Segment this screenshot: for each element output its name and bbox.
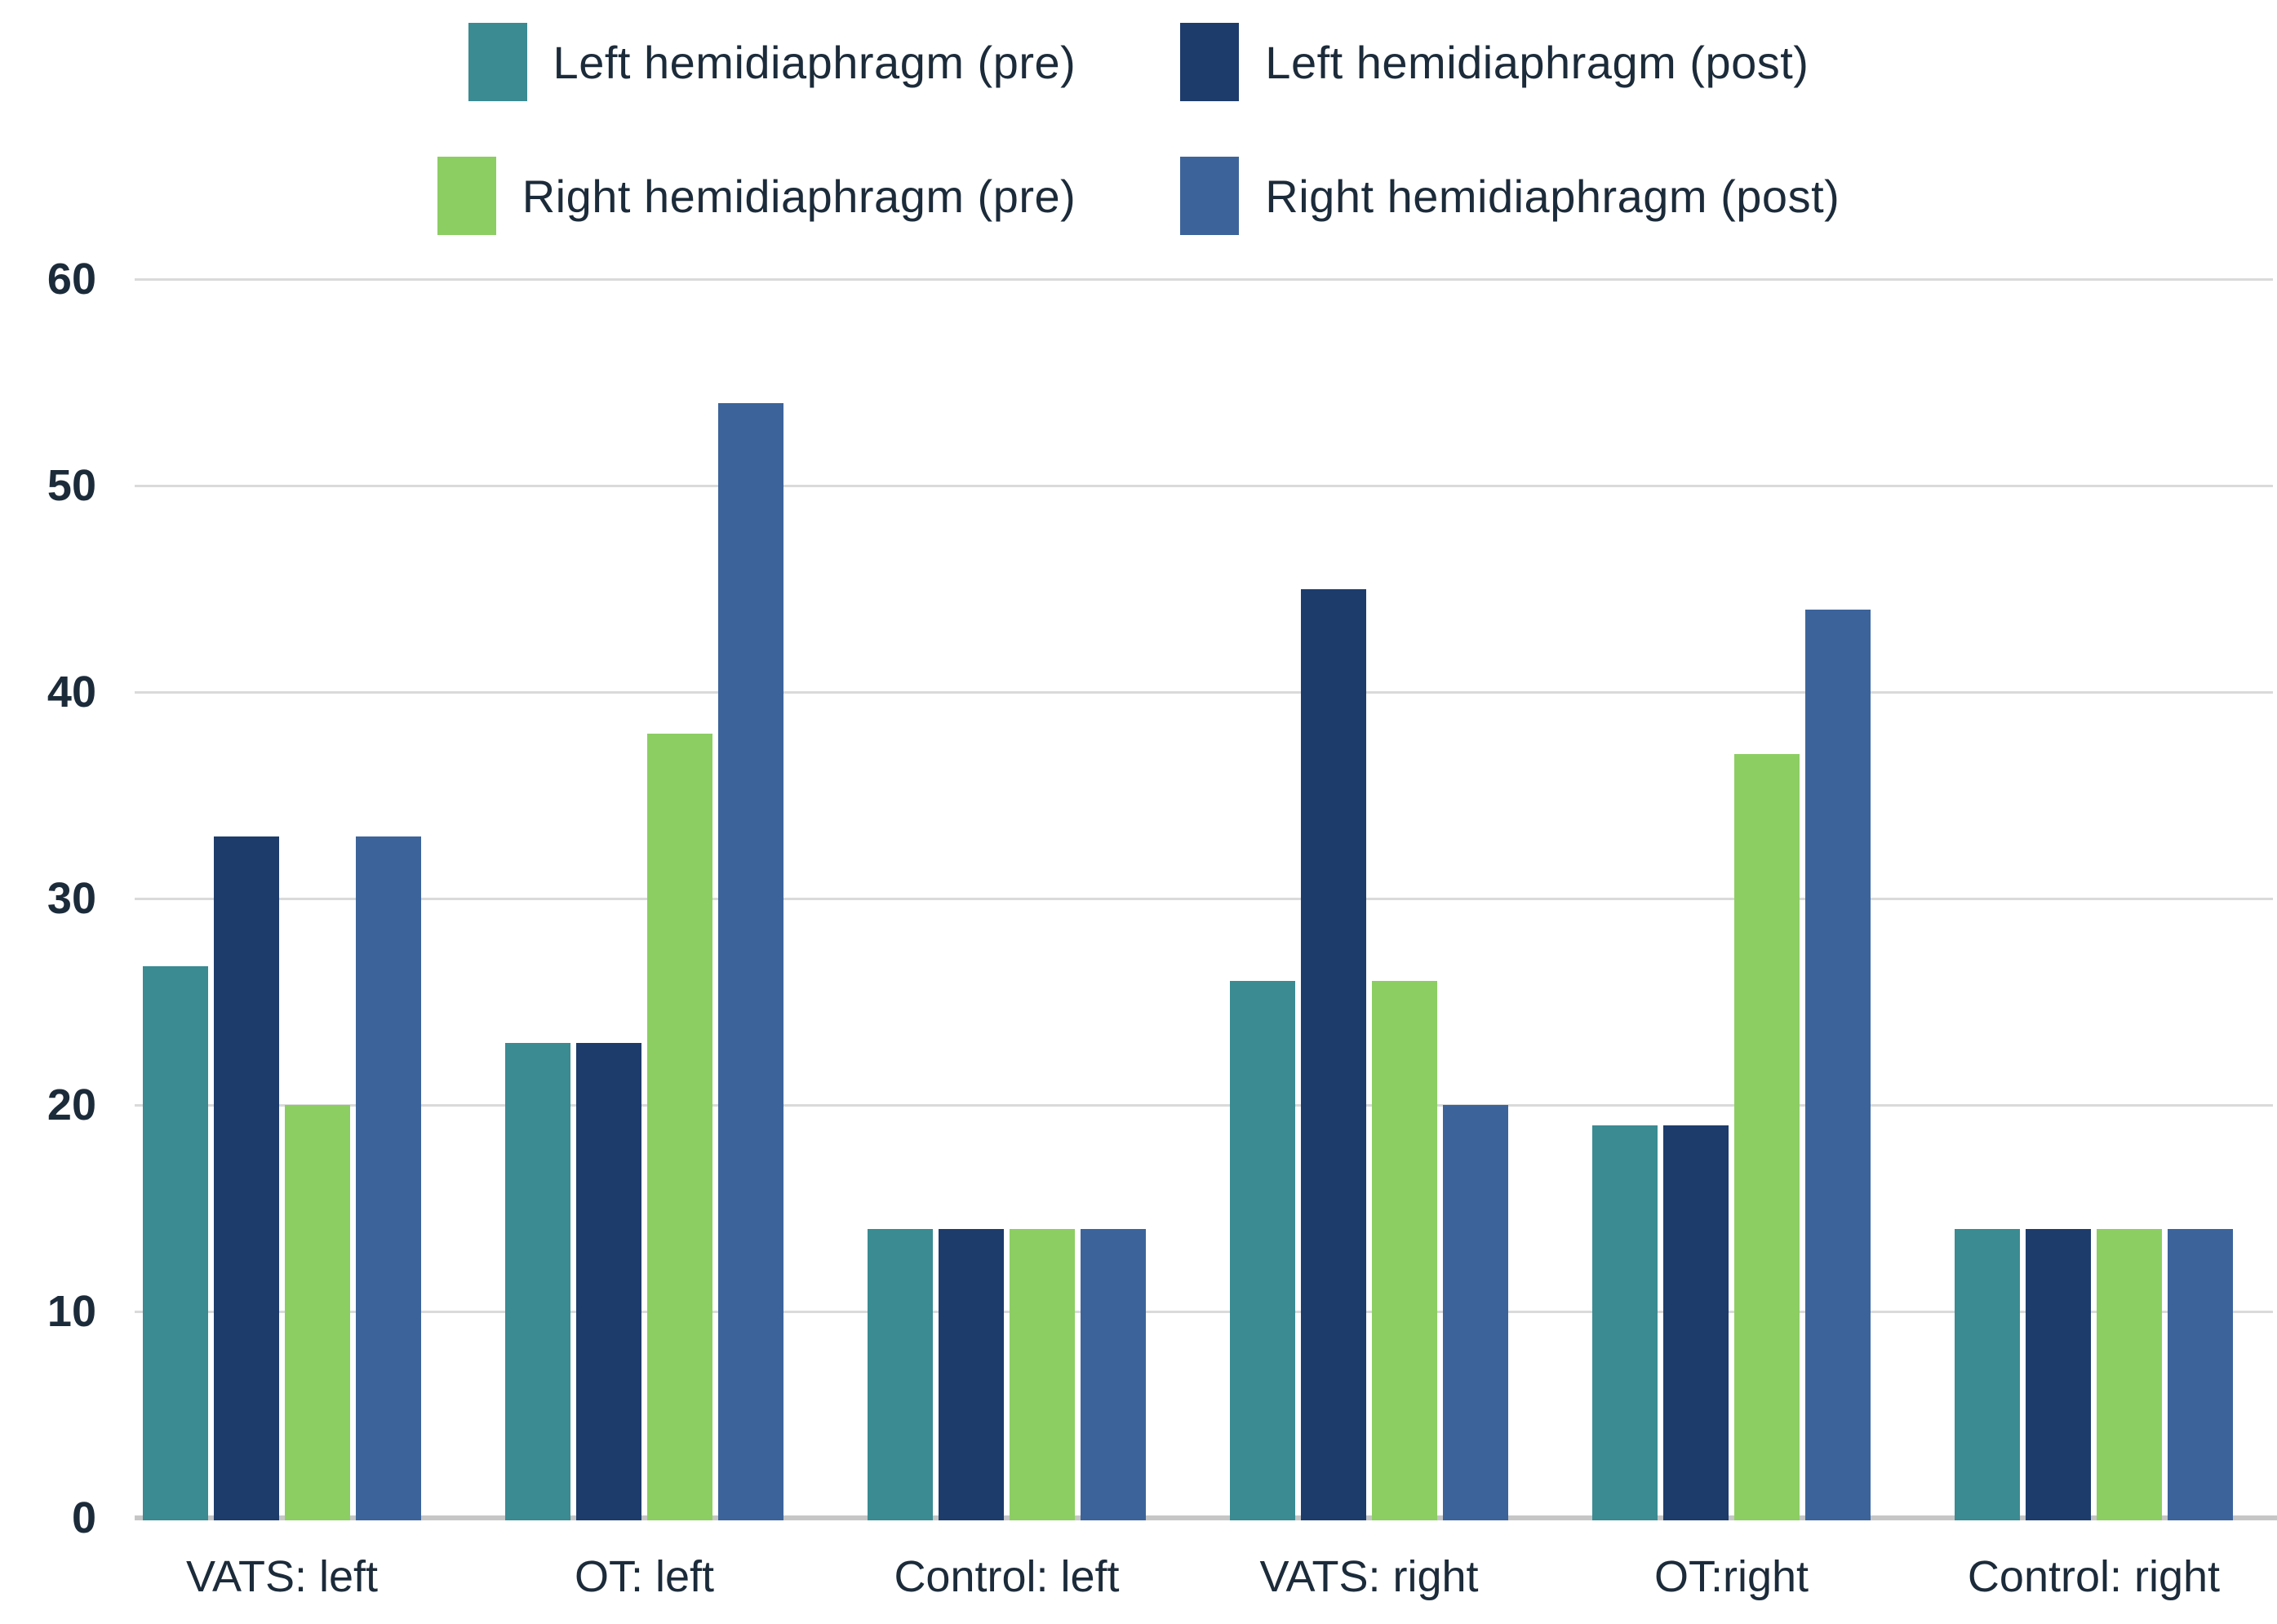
bar (1663, 1125, 1729, 1520)
x-category-label: Control: right (1967, 1552, 2221, 1601)
legend-item: Left hemidiaphragm (pre) (468, 23, 1076, 101)
y-tick-label: 40 (47, 668, 96, 717)
bar (505, 1043, 570, 1520)
bar (718, 402, 783, 1520)
legend-item: Right hemidiaphragm (pre) (437, 157, 1076, 235)
bar (1301, 588, 1366, 1520)
legend-swatch (1180, 157, 1240, 235)
legend-label: Right hemidiaphragm (post) (1265, 170, 1840, 222)
bar (2026, 1228, 2091, 1520)
bar (2097, 1228, 2162, 1520)
gridline (135, 1310, 2273, 1313)
bar (356, 836, 421, 1520)
legend-swatch (437, 157, 496, 235)
bar (143, 966, 208, 1520)
legend-item: Left hemidiaphragm (post) (1180, 23, 1809, 101)
bar (285, 1105, 350, 1520)
legend-row: Left hemidiaphragm (pre) Left hemidiaphra… (468, 23, 1809, 101)
bar (214, 836, 279, 1520)
gridline (135, 897, 2273, 900)
legend-row: Right hemidiaphragm (pre) Right hemidiaph… (437, 157, 1840, 235)
bar (1805, 609, 1871, 1520)
gridline (135, 1103, 2273, 1107)
y-tick-label: 10 (47, 1287, 96, 1336)
x-category-label: OT: left (574, 1552, 715, 1601)
y-tick-label: 50 (47, 461, 96, 510)
bar (1010, 1228, 1075, 1520)
bar (647, 733, 712, 1520)
legend-label: Left hemidiaphragm (pre) (553, 36, 1076, 88)
bar (1734, 753, 1800, 1520)
legend-item: Right hemidiaphragm (post) (1180, 157, 1840, 235)
y-tick-label: 30 (47, 874, 96, 923)
gridline (135, 690, 2273, 694)
bar (576, 1043, 641, 1520)
bar (1081, 1228, 1146, 1520)
bar (2168, 1228, 2233, 1520)
legend-label: Left hemidiaphragm (post) (1265, 36, 1809, 88)
x-category-label: Control: left (894, 1552, 1120, 1601)
bar (868, 1228, 933, 1520)
bar (939, 1228, 1004, 1520)
legend-swatch (1180, 23, 1240, 101)
legend: Left hemidiaphragm (pre) Left hemidiaphra… (0, 23, 2277, 235)
legend-label: Right hemidiaphragm (pre) (522, 170, 1076, 222)
bar (1592, 1125, 1658, 1520)
gridline (135, 484, 2273, 487)
bar (1443, 1105, 1508, 1520)
legend-swatch (468, 23, 527, 101)
bar (1230, 981, 1295, 1520)
bar (1372, 981, 1437, 1520)
x-category-label: VATS: left (185, 1552, 379, 1601)
bar (1955, 1228, 2020, 1520)
x-category-label: OT:right (1653, 1552, 1809, 1601)
gridline (135, 277, 2273, 281)
x-axis-line (135, 1515, 2277, 1520)
y-tick-label: 20 (47, 1080, 96, 1129)
x-category-label: VATS: right (1259, 1552, 1479, 1601)
y-tick-label: 60 (47, 255, 96, 304)
y-tick-label: 0 (71, 1493, 96, 1542)
